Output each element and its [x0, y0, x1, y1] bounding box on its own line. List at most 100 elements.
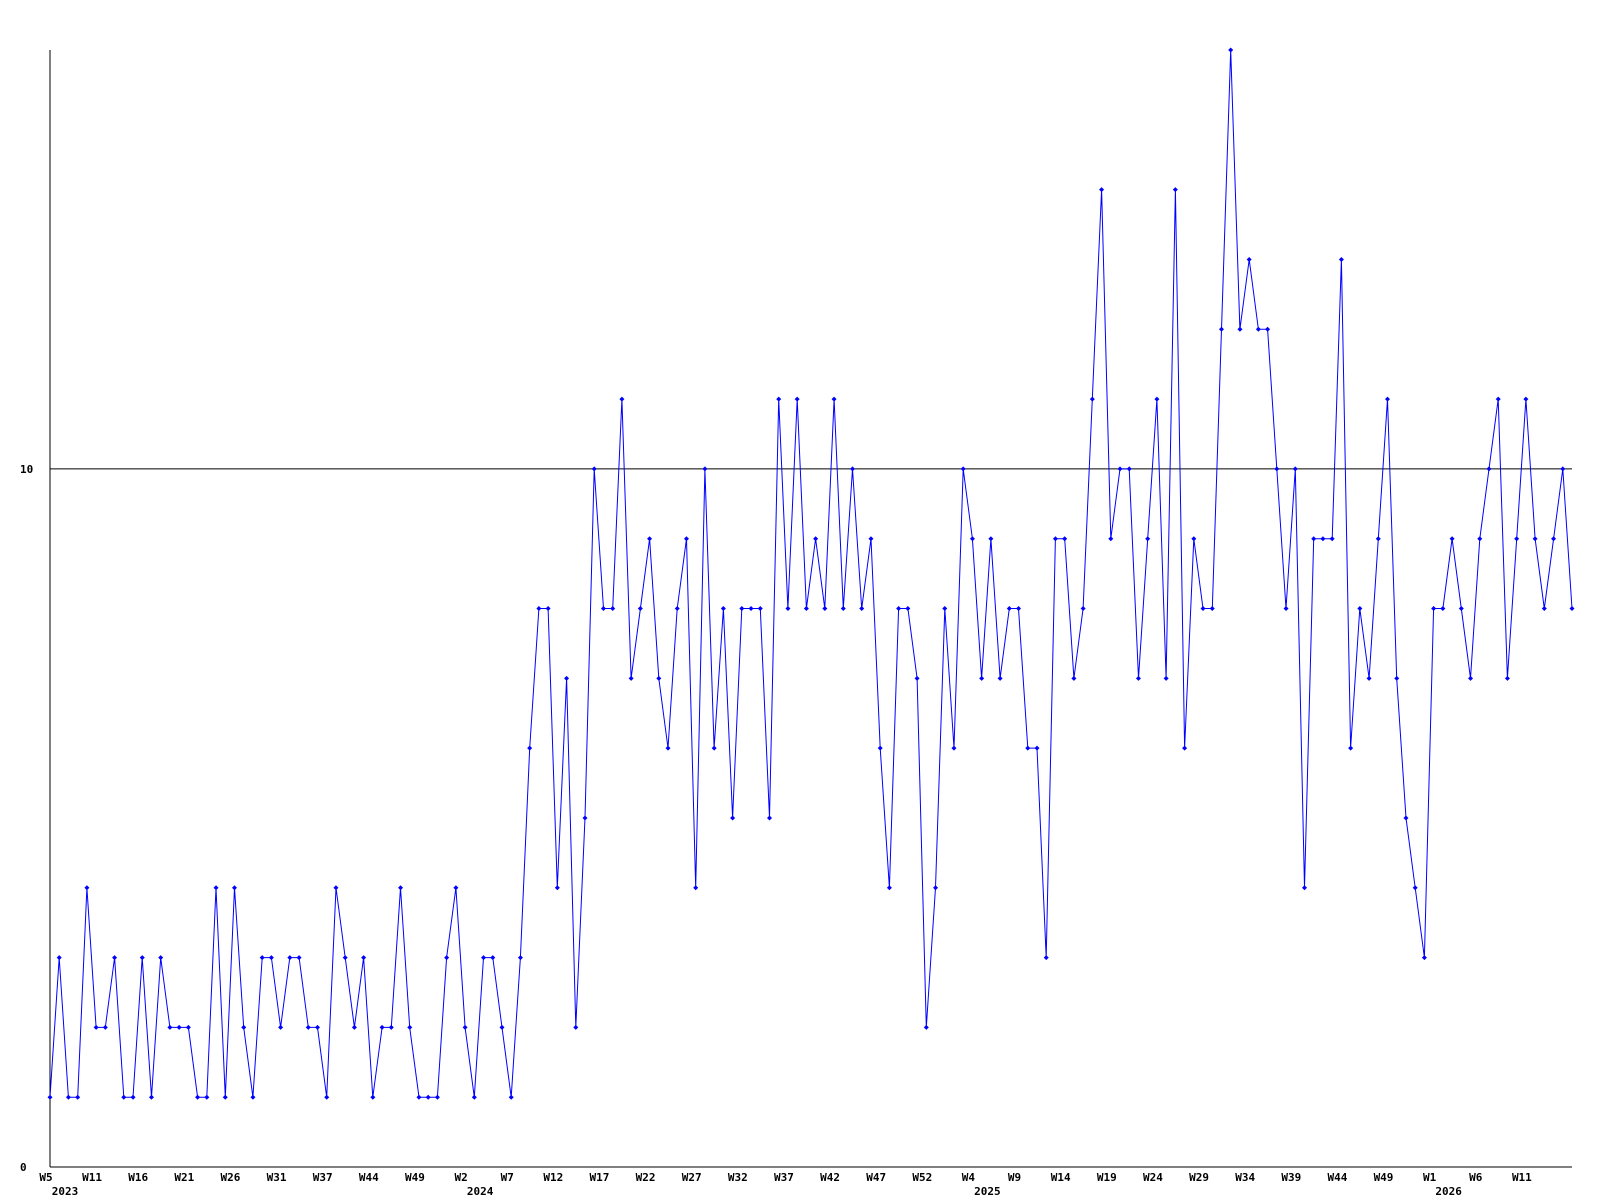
point-marker	[785, 606, 791, 611]
x-tick-label: W27	[682, 1171, 702, 1184]
y-tick-label: 10	[20, 463, 33, 476]
point-marker	[822, 606, 828, 611]
point-marker	[1449, 536, 1455, 542]
point-marker	[1440, 606, 1446, 611]
point-marker	[656, 675, 662, 681]
point-marker	[1080, 606, 1086, 611]
point-marker	[979, 675, 985, 681]
point-marker	[693, 885, 699, 891]
point-marker	[324, 1094, 330, 1100]
point-marker	[637, 606, 643, 611]
point-marker	[121, 1094, 127, 1100]
x-tick-label: W19	[1097, 1171, 1117, 1184]
point-marker	[296, 955, 302, 961]
point-marker	[112, 955, 118, 961]
x-tick-label: W52	[912, 1171, 932, 1184]
point-marker	[333, 885, 339, 891]
point-marker	[951, 745, 957, 751]
x-tick-label: W44	[1327, 1171, 1347, 1184]
x-tick-label: W11	[82, 1171, 102, 1184]
x-tick-label: W26	[221, 1171, 241, 1184]
point-marker	[1394, 675, 1400, 681]
x-tick-label: W12	[543, 1171, 563, 1184]
point-marker	[434, 1094, 440, 1100]
point-marker	[1228, 47, 1234, 53]
point-marker	[499, 1024, 505, 1030]
point-marker	[158, 955, 164, 961]
point-marker	[933, 885, 939, 891]
point-marker	[942, 606, 948, 611]
point-marker	[213, 885, 219, 891]
point-marker	[914, 675, 920, 681]
point-marker	[139, 955, 145, 961]
point-marker	[1126, 466, 1132, 472]
point-marker	[1523, 396, 1529, 402]
point-marker	[1504, 675, 1510, 681]
point-marker	[573, 1024, 579, 1030]
point-marker	[398, 885, 404, 891]
point-marker	[241, 1024, 247, 1030]
point-marker	[905, 606, 911, 611]
x-tick-label: W4	[962, 1171, 976, 1184]
point-marker	[407, 1024, 413, 1030]
point-marker	[379, 1024, 385, 1030]
x-tick-label: W17	[590, 1171, 610, 1184]
point-marker	[361, 955, 367, 961]
x-tick-label: W16	[128, 1171, 148, 1184]
point-marker	[600, 606, 606, 611]
point-marker	[1320, 536, 1326, 542]
point-marker	[481, 955, 487, 961]
point-marker	[1375, 536, 1381, 542]
point-marker	[748, 606, 754, 611]
point-marker	[56, 955, 62, 961]
point-marker	[102, 1024, 108, 1030]
point-marker	[1099, 187, 1105, 193]
point-marker	[840, 606, 846, 611]
point-marker	[619, 396, 625, 402]
point-marker	[757, 606, 763, 611]
x-tick-label: W11	[1512, 1171, 1532, 1184]
point-marker	[1495, 396, 1501, 402]
point-marker	[1265, 326, 1271, 332]
point-marker	[195, 1094, 201, 1100]
point-marker	[1458, 606, 1464, 611]
point-marker	[1182, 745, 1188, 751]
point-marker	[859, 606, 865, 611]
point-marker	[868, 536, 874, 542]
point-marker	[960, 466, 966, 472]
point-marker	[1514, 536, 1520, 542]
point-marker	[1486, 466, 1492, 472]
point-marker	[1191, 536, 1197, 542]
point-marker	[877, 745, 883, 751]
point-marker	[545, 606, 551, 611]
point-marker	[65, 1094, 71, 1100]
point-marker	[564, 675, 570, 681]
point-marker	[351, 1024, 357, 1030]
point-marker	[591, 466, 597, 472]
point-marker	[75, 1094, 81, 1100]
point-marker	[1301, 885, 1307, 891]
point-marker	[1108, 536, 1114, 542]
x-tick-label: W34	[1235, 1171, 1255, 1184]
point-marker	[702, 466, 708, 472]
series-line	[49, 49, 1573, 1098]
point-marker	[444, 955, 450, 961]
point-marker	[1172, 187, 1178, 193]
point-marker	[647, 536, 653, 542]
point-marker	[370, 1094, 376, 1100]
x-tick-label: W37	[313, 1171, 333, 1184]
point-marker	[315, 1024, 321, 1030]
x-tick-label: W42	[820, 1171, 840, 1184]
point-marker	[490, 955, 496, 961]
point-marker	[610, 606, 616, 611]
point-marker	[259, 955, 265, 961]
point-marker	[1006, 606, 1012, 611]
year-label: 2024	[467, 1185, 494, 1198]
point-marker	[794, 396, 800, 402]
point-marker	[508, 1094, 514, 1100]
point-marker	[47, 1094, 53, 1100]
x-tick-label: W21	[174, 1171, 194, 1184]
point-marker	[527, 745, 533, 751]
